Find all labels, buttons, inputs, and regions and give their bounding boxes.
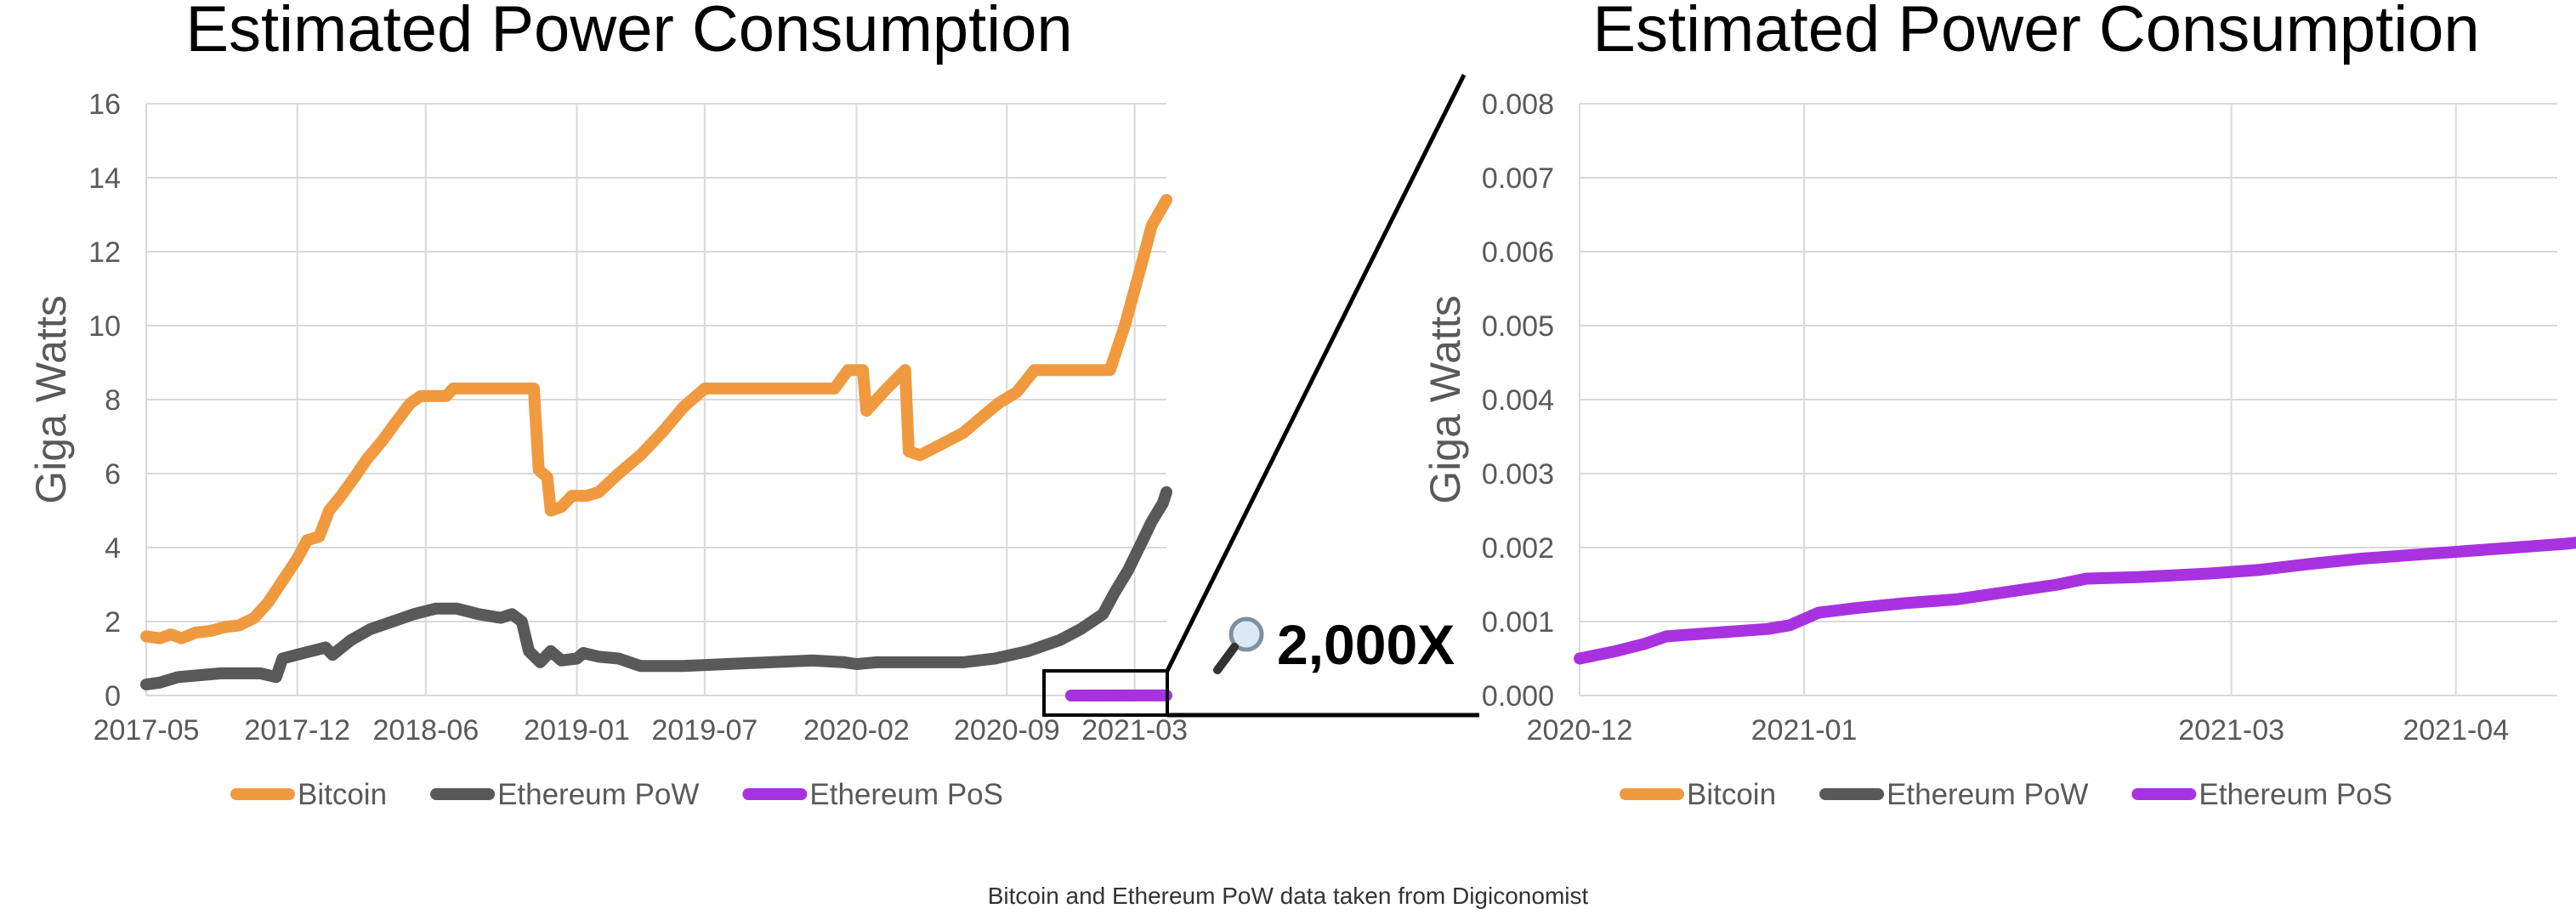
y-tick-label: 12: [88, 236, 121, 269]
grid-right: [1579, 103, 2557, 696]
x-tick-label: 2019-01: [524, 714, 630, 747]
zoom-box: [1042, 669, 1169, 717]
x-tick-label: 2020-09: [954, 714, 1060, 747]
x-tick-label: 2017-05: [94, 714, 200, 747]
legend-label: Ethereum PoW: [1887, 778, 2088, 811]
grid-left: [145, 103, 1166, 696]
y-axis-label-left: Giga Watts: [27, 295, 75, 503]
series-line-ethereum-pos: [1574, 537, 2576, 665]
y-tick-label: 2: [105, 606, 121, 639]
y-tick-label: 10: [88, 310, 121, 343]
tick-labels-left: 0 2 4 6 8 10 12 14 16 2017-05 2017-12 2018-06 2019-0…: [88, 88, 1188, 747]
legend-label: Bitcoin: [298, 778, 387, 811]
y-tick-label: 0.001: [1482, 606, 1554, 639]
legend-right: Bitcoin Ethereum PoW Ethereum PoS: [1620, 778, 2392, 811]
chart-title-right: Estimated Power Consumption: [1592, 0, 2479, 65]
y-tick-label: 0.003: [1482, 458, 1554, 491]
legend-left: Bitcoin Ethereum PoW Ethereum PoS: [230, 778, 1003, 811]
zoom-label: 2,000X: [1277, 613, 1455, 676]
y-tick-label: 14: [88, 162, 121, 195]
x-tick-label: 2018-06: [372, 714, 479, 747]
magnifying-glass-icon: [1213, 616, 1264, 674]
y-tick-label: 0.007: [1482, 162, 1554, 195]
series-line-bitcoin: [140, 194, 1172, 645]
y-tick-label: 0.006: [1482, 236, 1554, 269]
y-tick-label: 0.008: [1482, 88, 1554, 121]
y-tick-label: 0.004: [1482, 384, 1554, 417]
x-tick-label: 2019-07: [651, 714, 757, 747]
y-tick-label: 0.005: [1482, 310, 1554, 343]
y-tick-label: 6: [105, 458, 121, 491]
legend-label: Bitcoin: [1687, 778, 1776, 811]
series-left: [140, 194, 1172, 701]
tick-labels-right: 0.000 0.001 0.002 0.003 0.004 0.005 0.006 0.007…: [1482, 88, 2509, 747]
y-tick-label: 16: [88, 88, 121, 121]
legend-label: Ethereum PoW: [497, 778, 699, 811]
x-tick-label: 2020-12: [1527, 714, 1633, 747]
zoom-callout: 2,000X: [1042, 73, 1479, 718]
legend-label: Ethereum PoS: [2199, 778, 2392, 811]
x-tick-label: 2017-12: [244, 714, 350, 747]
x-tick-label: 2021-03: [1081, 714, 1188, 747]
chart-right: Estimated Power Consumption Giga Watts 0…: [1421, 0, 2576, 811]
y-tick-label: 0.002: [1482, 532, 1554, 565]
x-tick-label: 2021-04: [2403, 714, 2509, 747]
chart-left: Estimated Power Consumption Giga Watts 0…: [27, 0, 1188, 811]
series-line-ethereum-pow: [140, 486, 1172, 690]
x-tick-label: 2020-02: [803, 714, 910, 747]
zoom-line-top: [1165, 73, 1467, 673]
y-tick-label: 0: [105, 680, 121, 713]
x-tick-label: 2021-01: [1751, 714, 1858, 747]
chart-title-left: Estimated Power Consumption: [185, 0, 1072, 65]
x-tick-label: 2021-03: [2178, 714, 2284, 747]
series-right: [1574, 537, 2576, 665]
y-tick-label: 4: [105, 532, 121, 565]
legend-label: Ethereum PoS: [809, 778, 1003, 811]
y-tick-label: 8: [105, 384, 121, 417]
y-axis-label-right: Giga Watts: [1421, 295, 1469, 503]
footnote: Bitcoin and Ethereum PoW data taken from…: [988, 883, 1589, 909]
y-tick-label: 0.000: [1482, 680, 1554, 713]
